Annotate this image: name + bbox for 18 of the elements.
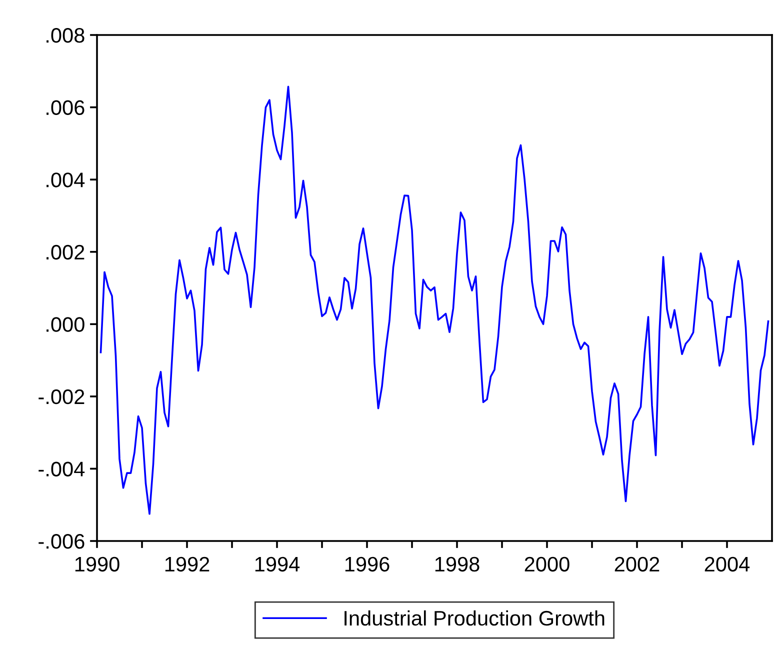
y-tick-label: .008	[46, 28, 84, 43]
y-tick-label: .002	[46, 244, 84, 260]
x-tick-label: 1990	[75, 556, 120, 572]
y-tick-label: -.006	[38, 534, 84, 549]
x-tick-label: 2000	[524, 556, 570, 572]
x-tick-label: 2004	[704, 556, 750, 572]
y-tick-label: -.002	[38, 389, 84, 404]
x-tick-label: 1994	[255, 556, 300, 572]
y-tick-label: .006	[46, 100, 84, 116]
x-tick-label: 1996	[345, 556, 390, 572]
y-tick-label: -.004	[38, 462, 85, 476]
x-tick-label: 1998	[435, 556, 480, 572]
y-tick-label: .000	[46, 317, 84, 332]
x-tick-label: 2002	[614, 556, 660, 572]
line-series	[100, 86, 770, 515]
legend-label: Industrial Production Growth	[344, 610, 604, 626]
y-tick-label: .004	[46, 172, 85, 188]
x-tick-label: 1992	[165, 556, 210, 572]
